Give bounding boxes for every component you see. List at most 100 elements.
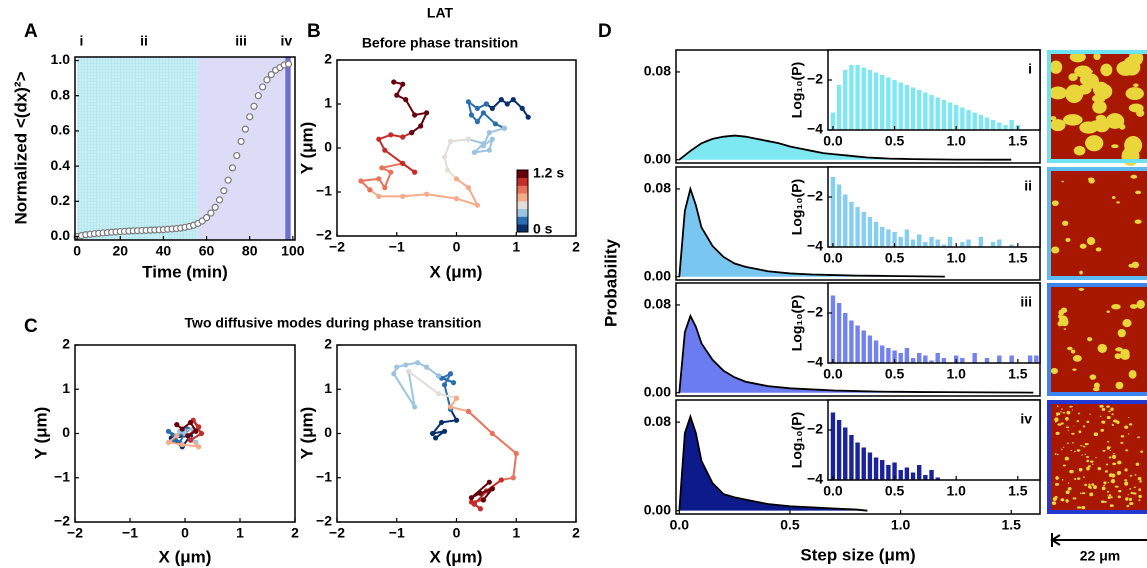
micrograph-cluster — [1136, 109, 1145, 117]
y-tick-label: −4 — [807, 121, 823, 137]
y-tick-label: −4 — [807, 471, 823, 487]
bar — [855, 65, 860, 130]
trajectory-point — [430, 430, 436, 437]
x-tick-label: −2 — [329, 525, 345, 541]
x-tick-label: 1.5 — [1001, 517, 1021, 533]
y-tick-label: −2 — [316, 513, 332, 529]
micrograph-cluster — [1128, 423, 1133, 426]
micrograph-cluster — [1061, 408, 1063, 410]
micrograph-cluster — [1114, 485, 1119, 488]
micrograph-cluster — [1069, 405, 1073, 408]
trajectory-point — [468, 499, 475, 505]
x-tick-label: 1.0 — [946, 483, 966, 499]
micrograph-cluster — [1108, 494, 1112, 497]
bar — [984, 117, 990, 130]
micrograph-cluster — [1058, 309, 1065, 316]
trajectory-point — [474, 105, 481, 111]
micrograph-cluster — [1051, 200, 1059, 207]
histogram-outline — [678, 413, 868, 512]
micrograph-cluster — [1067, 487, 1072, 491]
bar — [898, 82, 903, 130]
chart-title: Two diffusive modes during phase transit… — [185, 315, 482, 331]
micrograph-cluster — [1128, 50, 1144, 66]
micrograph-cluster — [1108, 473, 1113, 478]
trajectory-point — [489, 105, 495, 111]
x-tick-label: 0.0 — [823, 133, 843, 149]
x-tick-label: −2 — [329, 239, 345, 255]
micrograph-cluster — [1093, 52, 1101, 61]
micrograph-cluster — [1062, 464, 1066, 467]
x-tick-label: 1.5 — [1008, 133, 1028, 149]
bar — [929, 237, 934, 247]
colorbar-block — [517, 224, 528, 233]
micrograph-cluster — [1113, 419, 1118, 423]
micrograph-cluster — [1061, 479, 1064, 481]
bar — [997, 355, 1002, 363]
bar — [892, 232, 897, 247]
micrograph-cluster — [1065, 499, 1069, 503]
micrograph-cluster — [1084, 443, 1089, 446]
histogram-outline — [678, 185, 945, 278]
y-tick-label: −2 — [807, 71, 823, 87]
micrograph-border — [1047, 400, 1147, 514]
trajectory-point — [453, 196, 460, 202]
micrograph-cluster — [1107, 496, 1111, 499]
histogram-outline — [678, 313, 1034, 394]
micrograph-cluster — [1092, 463, 1094, 465]
bar — [873, 72, 879, 130]
micrograph-cluster — [1095, 457, 1097, 459]
micrograph-cluster — [1074, 478, 1077, 481]
y-tick-label: 0.00 — [644, 501, 671, 517]
bar — [873, 457, 879, 480]
panel-label: B — [307, 21, 321, 42]
histogram-area — [679, 188, 945, 277]
micrograph-cluster — [1062, 446, 1065, 448]
x-tick-label: 0 — [453, 239, 461, 255]
micrograph-cluster — [1133, 486, 1137, 488]
y-tick-label: 0.08 — [644, 63, 671, 79]
micrograph-border — [1047, 283, 1147, 396]
bar — [861, 67, 866, 130]
micrograph-cluster — [1140, 450, 1144, 453]
bar — [910, 239, 916, 247]
micrograph-cluster — [1115, 347, 1123, 352]
trajectory — [443, 138, 469, 180]
x-axis-label: Time (min) — [142, 262, 228, 281]
micrograph-cluster — [1085, 135, 1104, 152]
trajectory-point — [447, 404, 454, 410]
micrograph-cluster — [1078, 287, 1085, 291]
x-tick-label: 2 — [572, 525, 580, 541]
micrograph-cluster — [1107, 481, 1110, 483]
micrograph-cluster — [1131, 261, 1140, 269]
micrograph-cluster — [1111, 144, 1119, 149]
bar — [855, 207, 860, 247]
y-tick-label: 0.08 — [644, 296, 671, 312]
plot-frame — [336, 59, 577, 237]
trajectory-point — [489, 136, 495, 142]
micrograph-cluster — [1109, 450, 1111, 451]
bar — [1027, 355, 1033, 363]
plot-frame — [827, 282, 1041, 364]
trajectory-point — [412, 169, 418, 175]
y-tick-label: 0.6 — [51, 122, 71, 138]
micrograph-cluster — [1130, 174, 1138, 179]
trajectory-point — [187, 419, 194, 426]
data-point — [211, 203, 219, 211]
bar — [836, 420, 842, 480]
micrograph-cluster — [1111, 423, 1114, 427]
bar — [941, 358, 947, 363]
trajectory-point — [394, 92, 400, 98]
plot-frame — [827, 399, 1041, 481]
x-tick-label: −1 — [389, 525, 405, 541]
micrograph-cluster — [1100, 63, 1113, 77]
bar — [898, 470, 903, 480]
trajectory-point — [486, 147, 492, 153]
micrograph-cluster — [1128, 497, 1132, 501]
micrograph-cluster — [1051, 246, 1060, 254]
bar — [849, 320, 854, 363]
x-axis-label: Step size (μm) — [800, 545, 915, 564]
micrograph-cluster — [1110, 478, 1116, 484]
micrograph-cluster — [1060, 498, 1065, 502]
micrograph-cluster — [1081, 492, 1086, 495]
